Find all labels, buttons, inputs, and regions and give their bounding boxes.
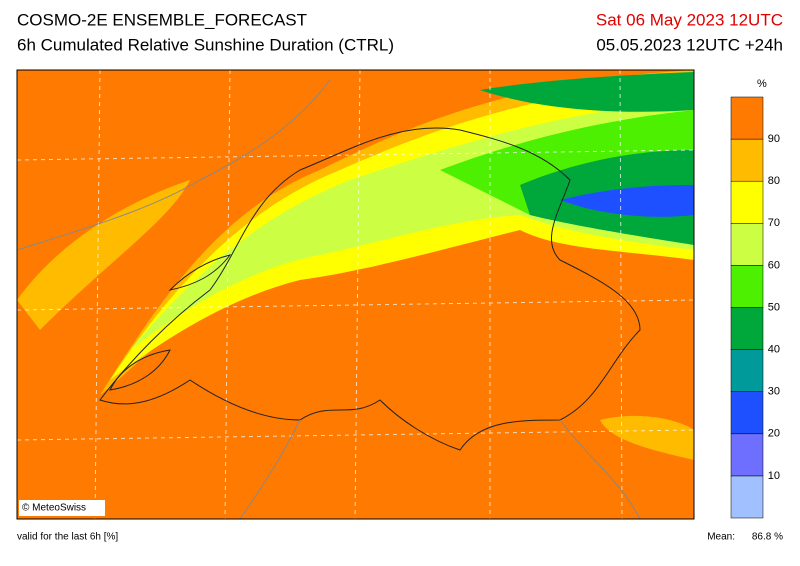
copyright-box bbox=[19, 500, 105, 516]
legend-tick-label: 10 bbox=[768, 470, 780, 482]
title: COSMO-2E ENSEMBLE_FORECAST bbox=[17, 10, 307, 29]
legend-swatch bbox=[730, 433, 764, 477]
legend-tick-label: 30 bbox=[768, 386, 780, 398]
legend-swatch bbox=[730, 475, 764, 519]
legend-swatch bbox=[730, 138, 764, 182]
legend-swatch bbox=[730, 265, 764, 308]
legend-tick-label: 90 bbox=[768, 133, 780, 145]
legend-tick-label: 20 bbox=[768, 428, 780, 440]
mean-label: Mean: bbox=[707, 532, 735, 543]
valid-date: Sat 06 May 2023 12UTC bbox=[596, 10, 783, 29]
legend-tick-label: 80 bbox=[768, 175, 780, 187]
legend: % 10 20 30 40 50 60 70 80 90 bbox=[730, 78, 780, 519]
legend-swatch bbox=[730, 223, 764, 266]
footer-note: valid for the last 6h [%] bbox=[17, 532, 118, 543]
mean-value: 86.8 % bbox=[752, 532, 783, 543]
legend-swatch bbox=[730, 391, 764, 435]
legend-tick-label: 60 bbox=[768, 259, 780, 271]
legend-swatch bbox=[730, 307, 764, 350]
legend-unit: % bbox=[757, 78, 767, 90]
map: © MeteoSwiss bbox=[16, 69, 695, 520]
legend-tick-label: 40 bbox=[768, 344, 780, 356]
legend-swatch bbox=[730, 349, 764, 392]
legend-tick-label: 50 bbox=[768, 301, 780, 313]
legend-swatch bbox=[730, 180, 764, 224]
legend-swatch bbox=[730, 96, 764, 140]
copyright: © MeteoSwiss bbox=[22, 503, 86, 514]
run-time: 05.05.2023 12UTC +24h bbox=[596, 35, 783, 54]
legend-tick-label: 70 bbox=[768, 217, 780, 229]
subtitle: 6h Cumulated Relative Sunshine Duration … bbox=[17, 35, 394, 54]
